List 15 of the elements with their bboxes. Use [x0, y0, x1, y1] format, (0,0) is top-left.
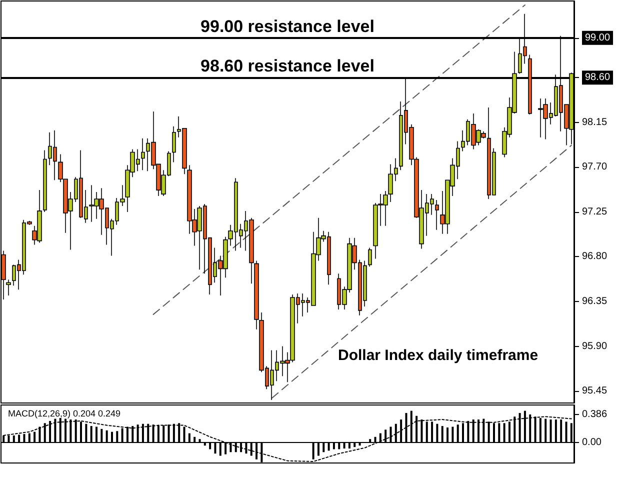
y-tick-label: 97.70 [582, 162, 608, 173]
y-tick-label: 98.15 [582, 116, 608, 128]
y-tick-label: 96.80 [582, 251, 608, 262]
ref-line-label: 98.60 resistance level [200, 56, 374, 76]
ref-line-label: 99.00 resistance level [200, 16, 374, 36]
annotation: Dollar Index daily timeframe [338, 347, 538, 364]
chart-title: MACD(12,26,9) 0.204 0.249 [8, 408, 121, 418]
y-tick-label: 0.00 [582, 437, 602, 448]
y-tick-label: 97.25 [582, 206, 608, 218]
y-tick-label: 0.386 [582, 409, 608, 420]
y-tick-label: 98.60 [585, 72, 610, 84]
y-tick-label: 95.90 [582, 340, 608, 352]
y-tick-label: 96.35 [582, 296, 608, 308]
y-tick-label: 99.00 [585, 32, 610, 44]
y-tick-label: 95.45 [582, 386, 608, 397]
